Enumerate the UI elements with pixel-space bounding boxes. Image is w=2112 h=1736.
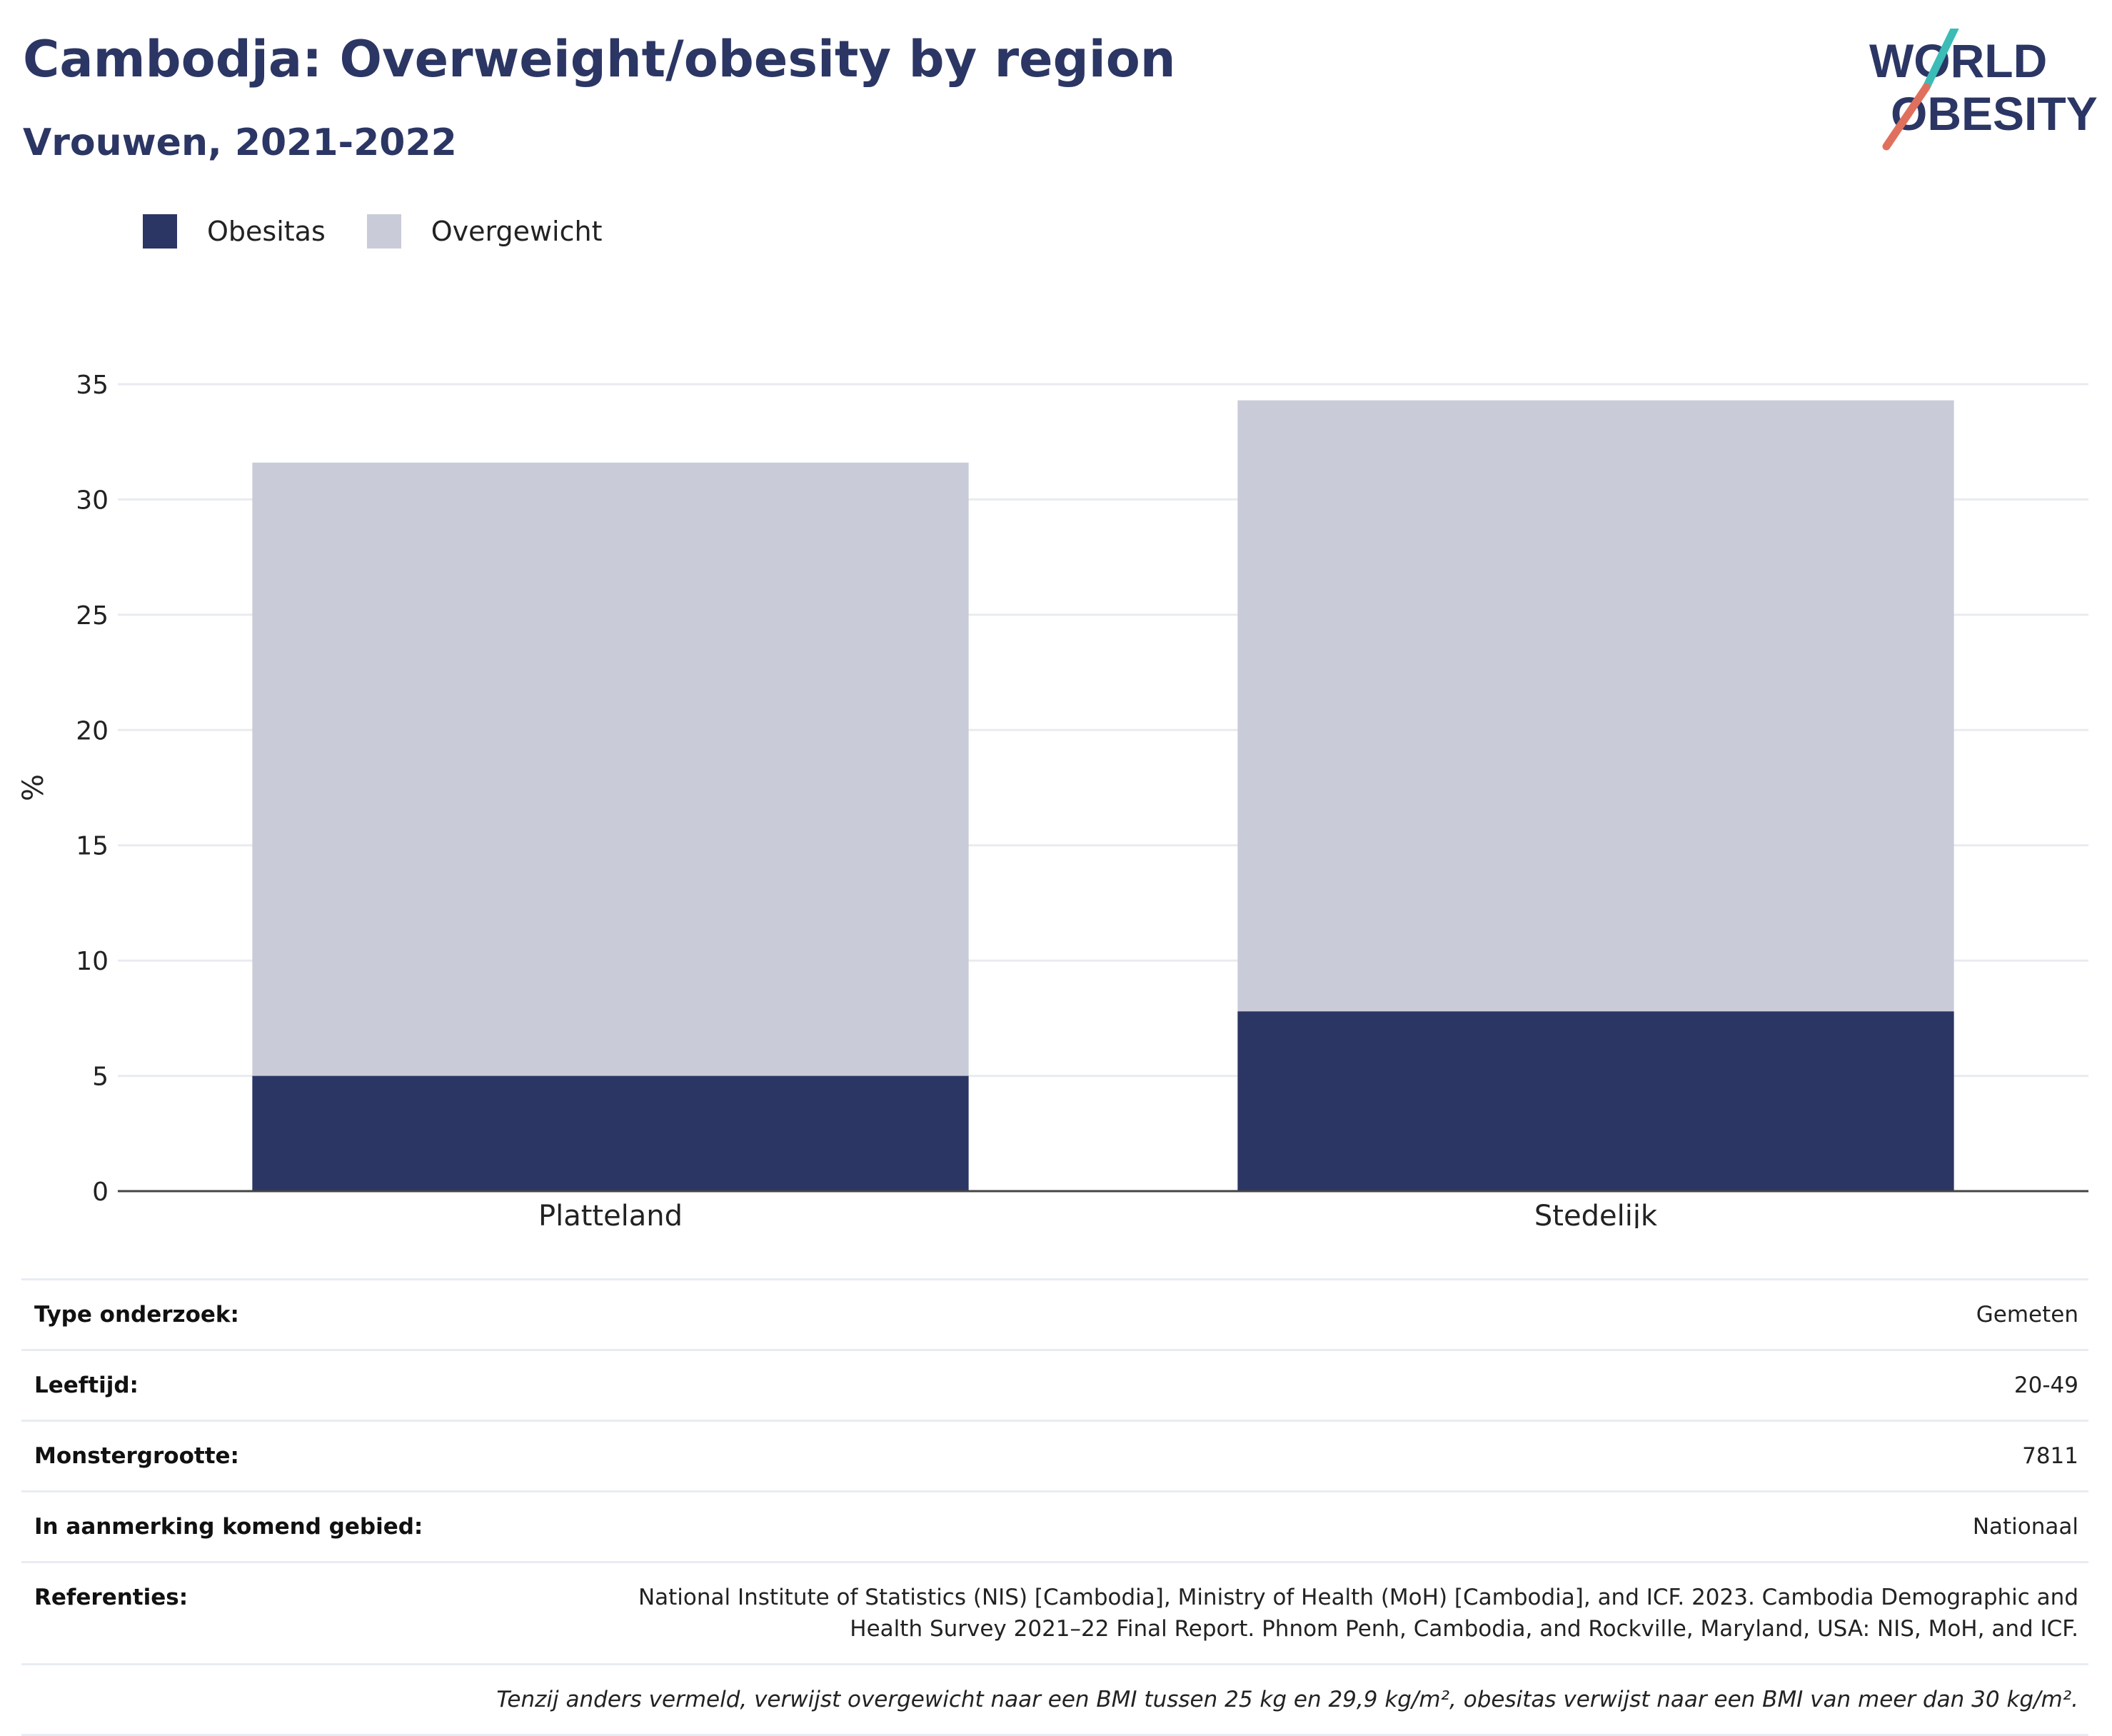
bar-overgewicht-stedelijk: [1237, 400, 1954, 1012]
legend-label-obesitas: Obesitas: [207, 216, 326, 247]
legend: Obesitas Overgewicht: [143, 213, 644, 250]
bar-overgewicht-platteland: [252, 462, 969, 1076]
legend-swatch-overgewicht: [366, 214, 401, 249]
y-tick-label: 35: [76, 371, 109, 400]
x-tick-label: Platteland: [538, 1200, 683, 1228]
chart-title: Cambodja: Overweight/obesity by region: [23, 30, 1176, 89]
logo-slash-bottom-icon: [1882, 83, 1931, 151]
y-tick-label: 25: [76, 601, 109, 631]
meta-label: Monstergrootte:: [34, 1443, 239, 1469]
metadata-table: Type onderzoek: Gemeten Leeftijd: 20-49 …: [21, 1278, 2088, 1736]
meta-label: In aanmerking komend gebied:: [34, 1514, 423, 1540]
meta-label: Leeftijd:: [34, 1373, 139, 1398]
definition-note: Tenzij anders vermeld, verwijst overgewi…: [496, 1687, 2078, 1712]
y-tick-label: 15: [76, 832, 109, 861]
meta-label: Type onderzoek:: [34, 1302, 239, 1328]
y-tick-label: 5: [92, 1063, 109, 1092]
meta-row-note: Tenzij anders vermeld, verwijst overgewi…: [21, 1663, 2088, 1736]
y-tick-label: 20: [76, 716, 109, 746]
meta-label: Referenties:: [34, 1585, 188, 1610]
meta-value: 7811: [2022, 1443, 2078, 1469]
world-obesity-logo: WORLD OBESITY: [1869, 29, 2098, 151]
meta-row-sample-size: Monstergrootte: 7811: [21, 1420, 2088, 1490]
legend-item-obesitas[interactable]: Obesitas: [143, 214, 326, 249]
logo-slash-top-icon: [1922, 29, 1959, 91]
meta-row-age: Leeftijd: 20-49: [21, 1349, 2088, 1420]
meta-value: Nationaal: [1972, 1514, 2078, 1540]
bar-chart: 0 5 10 15 20 25 30 35 Platteland Stedelijk%: [17, 371, 2088, 1228]
meta-row-references: Referenties: National Institute of Stati…: [21, 1561, 2088, 1663]
legend-label-overgewicht: Overgewicht: [431, 216, 603, 247]
legend-swatch-obesitas: [143, 214, 177, 249]
y-tick-label: 0: [92, 1178, 109, 1207]
y-tick-label: 30: [76, 486, 109, 515]
bar-obesitas-platteland: [252, 1075, 969, 1191]
meta-row-area: In aanmerking komend gebied: Nationaal: [21, 1490, 2088, 1561]
bar-obesitas-stedelijk: [1237, 1011, 1954, 1191]
meta-value: 20-49: [2013, 1373, 2078, 1398]
meta-value: National Institute of Statistics (NIS) […: [638, 1585, 2078, 1642]
chart-subtitle: Vrouwen, 2021-2022: [23, 121, 457, 164]
meta-row-survey-type: Type onderzoek: Gemeten: [21, 1278, 2088, 1349]
legend-item-overgewicht[interactable]: Overgewicht: [366, 214, 603, 249]
y-axis-label: %: [17, 774, 50, 801]
x-tick-label: Stedelijk: [1534, 1200, 1658, 1228]
y-tick-label: 10: [76, 947, 109, 976]
logo-line-1: WORLD: [1869, 34, 2047, 87]
meta-value: Gemeten: [1976, 1302, 2078, 1328]
